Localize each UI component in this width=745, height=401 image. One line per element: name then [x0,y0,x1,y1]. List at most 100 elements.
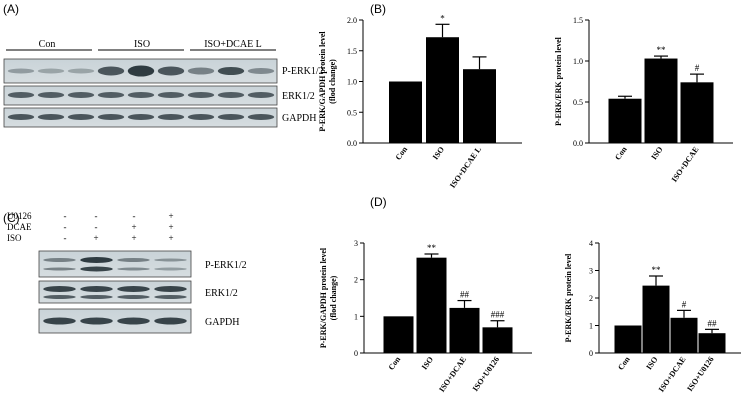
panel-label-c: (C) [3,211,20,225]
blot-a-label-gapdh: GAPDH [282,113,316,124]
gapdh-band [7,114,35,120]
p-erk-band [97,66,125,76]
bar [463,69,496,143]
category-label: ISO+U0126 [685,355,715,393]
category-label: ISO [644,355,659,371]
erk-band [127,92,155,98]
p-erk-band [7,68,35,74]
gapdh-band [117,317,150,325]
gapdh-band [37,114,65,120]
significance-marker: # [695,63,700,73]
category-label: Con [394,145,410,162]
p-erk-band [43,267,76,271]
erk-band [247,92,275,98]
y-tick-label: 1.5 [347,47,357,56]
erk-band [117,295,150,299]
p-erk-band [157,66,185,76]
blot-c-strip-gapdh [38,308,192,334]
blot-c-label-p-erk: P-ERK1/2 [205,260,247,271]
significance-marker: ** [657,45,667,55]
erk-band [187,92,215,98]
category-label: ISO+DCAE L [448,145,483,190]
panel-label-a: (A) [3,2,19,16]
bar [642,285,670,353]
panel-label-b: (B) [370,2,386,16]
blot-c-label-gapdh: GAPDH [205,317,239,328]
y-axis-label: P-ERK/ERK protein level [564,253,573,343]
treatment-sign: - [95,222,98,232]
blot-a-label-erk: ERK1/2 [282,91,315,102]
p-erk-band [154,258,187,262]
y-tick-label: 3 [589,267,593,276]
gapdh-band [247,114,275,120]
y-tick-label: 2 [589,294,593,303]
treatment-sign: + [168,211,173,221]
p-erk-band [117,258,150,262]
y-axis-label: (flod change) [328,59,337,104]
y-tick-label: 1 [589,322,593,331]
y-tick-label: 1.0 [573,57,583,66]
treatment-label-dcae: DCAE [7,222,32,232]
y-axis-label: (flod change) [329,275,338,320]
blot-a-strip-p-erk [3,58,278,84]
category-label: Con [616,355,632,372]
erk-band [80,286,113,292]
p-erk-band [80,266,113,272]
y-tick-label: 1.5 [573,16,583,25]
significance-marker: # [682,299,687,309]
y-tick-label: 1 [354,312,358,321]
blot-a-group-iso-dcae: ISO+DCAE L [204,39,262,50]
bar [389,81,422,143]
blot-a-label-p-erk: P-ERK1/2 [282,66,324,77]
chart-d2: 0 1 2 3 4 P-ERK/ERK protein level Con ** ISO # ISO… [564,239,741,394]
bar [698,333,726,353]
treatment-sign: + [131,233,136,243]
chart-d1: 0 1 2 3 P-ERK/GAPDH protein level (flod chang… [319,239,532,394]
y-tick-label: 0.0 [573,139,583,148]
gapdh-band [127,114,155,120]
treatment-label-iso: ISO [7,233,22,243]
bar [383,316,414,353]
treatment-sign: + [168,222,173,232]
gapdh-band [80,317,113,325]
p-erk-band [117,267,150,271]
y-axis-label: P-ERK/GAPDH protein level [318,31,327,132]
y-tick-label: 4 [589,239,593,248]
y-tick-label: 2 [354,276,358,285]
erk-band [154,286,187,292]
blot-a-strip-erk [3,85,278,106]
y-tick-label: 3 [354,239,358,248]
p-erk-band [217,67,245,75]
significance-marker: ** [427,243,437,253]
blot-a-group-iso: ISO [134,39,150,50]
significance-marker: * [440,13,445,23]
y-axis-label: P-ERK/GAPDH protein level [319,247,328,348]
erk-band [80,295,113,299]
erk-band [7,92,35,98]
category-label: Con [387,355,403,372]
p-erk-band [43,258,76,262]
chart-b2: 0.0 0.5 1.0 1.5 P-ERK/ERK protein level Con **… [554,16,733,184]
blot-a-strip-gapdh [3,107,278,128]
erk-band [117,286,150,292]
p-erk-band [37,68,65,74]
y-tick-label: 2.0 [347,16,357,25]
category-label: ISO [420,355,435,371]
treatment-sign: - [64,222,67,232]
erk-band [217,92,245,98]
treatment-sign: + [93,233,98,243]
category-label: ISO+DCAE [670,145,701,184]
significance-marker: ### [491,310,505,320]
treatment-label-u0126: U0126 [7,211,32,221]
bar [426,37,459,143]
category-label: Con [613,145,629,162]
bar [449,307,480,353]
gapdh-band [97,114,125,120]
bar [608,98,642,143]
treatment-sign: - [95,211,98,221]
p-erk-band [187,67,215,75]
blot-c: U0126 DCAE ISO - - - +- - + +- + + + P-ERK1/2 ERK… [7,211,247,334]
p-erk-band [247,68,275,74]
y-axis-label: P-ERK/ERK protein level [554,36,563,126]
erk-band [97,92,125,98]
